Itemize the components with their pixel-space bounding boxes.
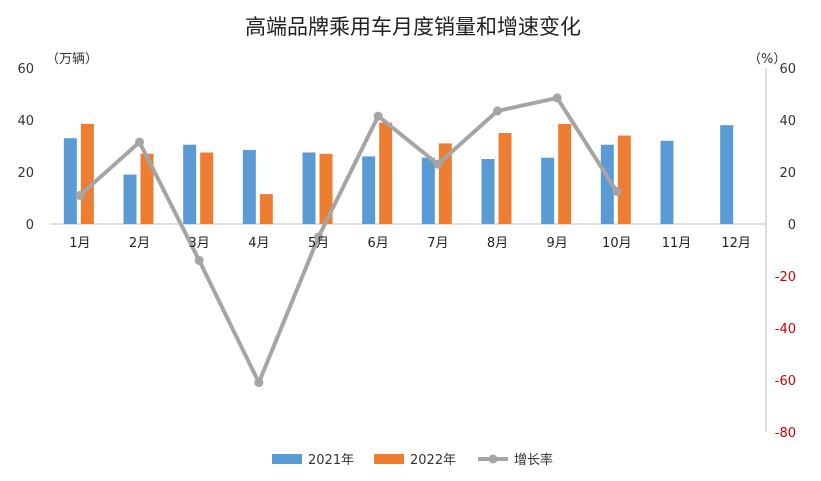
bar-2022年-5月: [319, 153, 333, 224]
growth-point: [194, 255, 204, 265]
category-label: 11月: [662, 236, 692, 251]
bar-2021年-9月: [541, 157, 555, 224]
right-tick-label: 20: [779, 166, 796, 181]
category-labels: 1月 2月 3月 4月 5月 6月 7月 8月 9月 10月 11月 12月: [69, 236, 751, 251]
right-tick-label: -60: [775, 374, 796, 389]
category-label: 2月: [129, 236, 150, 251]
bar-2021年-10月: [600, 144, 614, 224]
legend-swatch: [272, 454, 302, 464]
category-label: 7月: [427, 236, 448, 251]
bar-2022年-3月: [200, 152, 214, 224]
right-tick-label: -40: [775, 322, 796, 337]
growth-line-series: [75, 93, 622, 388]
category-label: 1月: [69, 236, 90, 251]
right-axis-ticks: 60 40 20 0 -20 -40 -60 -80: [775, 62, 796, 441]
category-label: 10月: [602, 236, 632, 251]
growth-point: [135, 137, 144, 147]
bar-2022年-4月: [259, 194, 273, 224]
category-label: 9月: [547, 236, 568, 251]
bar-2021年-6月: [362, 156, 376, 224]
bar-2022年-2月: [140, 153, 154, 224]
growth-point: [75, 190, 85, 200]
growth-point: [254, 378, 264, 388]
bar-2021年-5月: [302, 152, 316, 224]
category-label: 5月: [308, 236, 329, 251]
growth-point: [552, 93, 562, 103]
growth-point: [373, 111, 383, 121]
category-label: 8月: [487, 236, 508, 251]
left-axis-ticks: 0 20 40 60: [17, 62, 34, 233]
bar-2022年-9月: [558, 123, 572, 224]
category-label: 3月: [189, 236, 210, 251]
right-tick-label: -80: [775, 426, 796, 441]
bar-2022年-1月: [80, 123, 94, 224]
bar-2022年-10月: [617, 135, 631, 224]
legend-line-marker: [488, 454, 498, 464]
category-label: 12月: [721, 236, 751, 251]
bar-2022年-8月: [498, 133, 512, 224]
legend: 2021年 2022年 增长率: [272, 452, 553, 468]
bar-2021年-8月: [481, 159, 495, 224]
bar-2022年-6月: [379, 122, 393, 224]
bar-2021年-1月: [63, 138, 77, 224]
left-tick-label: 60: [17, 62, 34, 77]
left-tick-label: 40: [17, 114, 34, 129]
legend-label: 2021年: [308, 453, 354, 468]
category-label: 6月: [368, 236, 389, 251]
left-tick-label: 0: [26, 218, 34, 233]
right-tick-label: 0: [788, 218, 796, 233]
category-label: 4月: [248, 236, 269, 251]
bar-2021年-11月: [660, 140, 674, 224]
legend-label: 2022年: [410, 453, 456, 468]
left-tick-label: 20: [17, 166, 34, 181]
right-axis-unit: （%）: [748, 52, 786, 67]
legend-swatch: [374, 454, 404, 464]
bar-2021年-2月: [123, 174, 137, 224]
bar-2021年-12月: [720, 125, 734, 224]
growth-point: [493, 106, 502, 116]
right-tick-label: 40: [779, 114, 796, 129]
right-tick-label: -20: [775, 270, 796, 285]
growth-point: [433, 159, 443, 169]
right-tick-label: 60: [779, 62, 796, 77]
left-axis-unit: （万辆）: [46, 52, 98, 67]
legend-label: 增长率: [514, 452, 553, 468]
growth-line: [78, 95, 619, 385]
chart-title: 高端品牌乘用车月度销量和增速变化: [245, 15, 581, 39]
growth-point: [314, 232, 323, 242]
growth-point: [612, 187, 622, 196]
bar-2021年-3月: [183, 144, 197, 224]
bar-2021年-7月: [421, 157, 435, 224]
bar-2021年-4月: [242, 149, 256, 224]
bar-series: [63, 122, 734, 224]
